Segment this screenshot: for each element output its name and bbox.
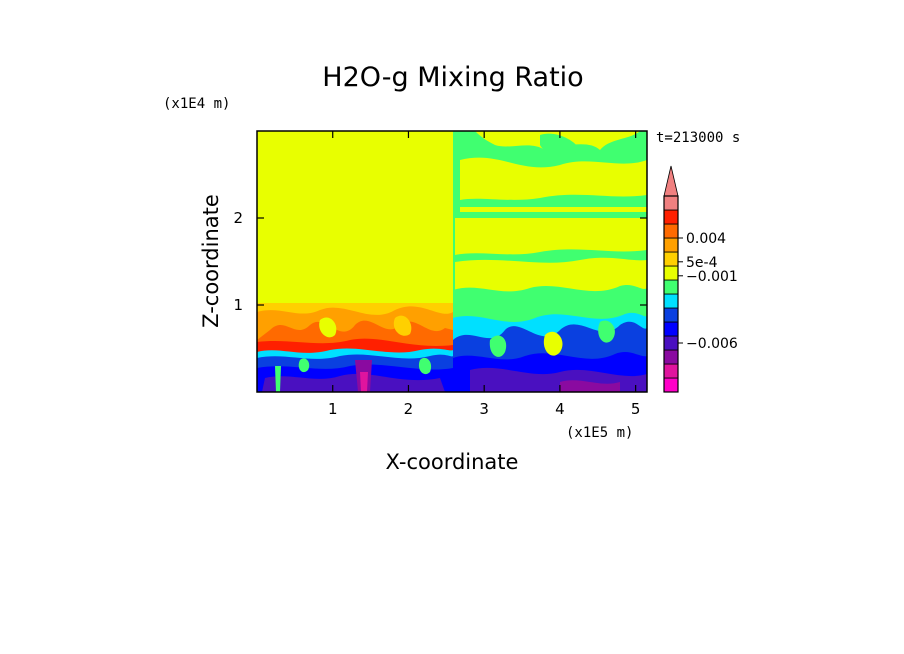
x-tick-label: 3 — [479, 400, 489, 418]
colorbar-level — [663, 321, 679, 337]
colorbar-level — [663, 377, 679, 393]
x-tick-label: 4 — [555, 400, 565, 418]
x-axis: 1 2 3 4 5 — [328, 131, 640, 418]
time-label: t=213000 s — [656, 130, 740, 146]
y-axis: 12 — [233, 209, 647, 314]
colorbar-level — [663, 363, 679, 379]
x-axis-label: X-coordinate — [386, 450, 519, 474]
colorbar-level — [663, 209, 679, 225]
colorbar-level — [663, 307, 679, 323]
chart-title: H2O-g Mixing Ratio — [322, 62, 583, 93]
colorbar-level — [663, 237, 679, 253]
y-axis-label: Z-coordinate — [199, 194, 223, 328]
y-scale-label: (x1E4 m) — [163, 96, 230, 112]
plot-area — [256, 130, 648, 393]
colorbar-label: 5e-4 — [686, 255, 718, 271]
colorbar-level — [663, 195, 679, 211]
colorbar-level — [663, 279, 679, 295]
colorbar-extend-arrow — [663, 165, 679, 197]
colorbar-level — [663, 265, 679, 281]
colorbar-label: −0.001 — [686, 269, 738, 285]
right-upper-field — [453, 131, 647, 301]
plot-frame — [256, 130, 648, 393]
colorbar-label: −0.006 — [686, 336, 738, 352]
colorbar-level — [663, 251, 679, 267]
colorbar-level — [663, 335, 679, 351]
colorbar-level — [663, 293, 679, 309]
x-tick-label: 1 — [328, 400, 338, 418]
x-tick-label: 5 — [631, 400, 641, 418]
colorbar-level — [663, 223, 679, 239]
x-tick-label: 2 — [404, 400, 414, 418]
colorbar-level — [663, 349, 679, 365]
colorbar-frame — [663, 195, 679, 393]
colorbar-label: 0.004 — [686, 231, 726, 247]
right-boundary-layer — [453, 285, 647, 392]
y-tick-label: 1 — [233, 296, 243, 314]
x-scale-label: (x1E5 m) — [566, 425, 633, 441]
colorbar: 0.004 5e-4−0.001 −0.006 — [663, 165, 738, 393]
y-tick-label: 2 — [233, 209, 243, 227]
left-lower-layer — [257, 348, 453, 392]
